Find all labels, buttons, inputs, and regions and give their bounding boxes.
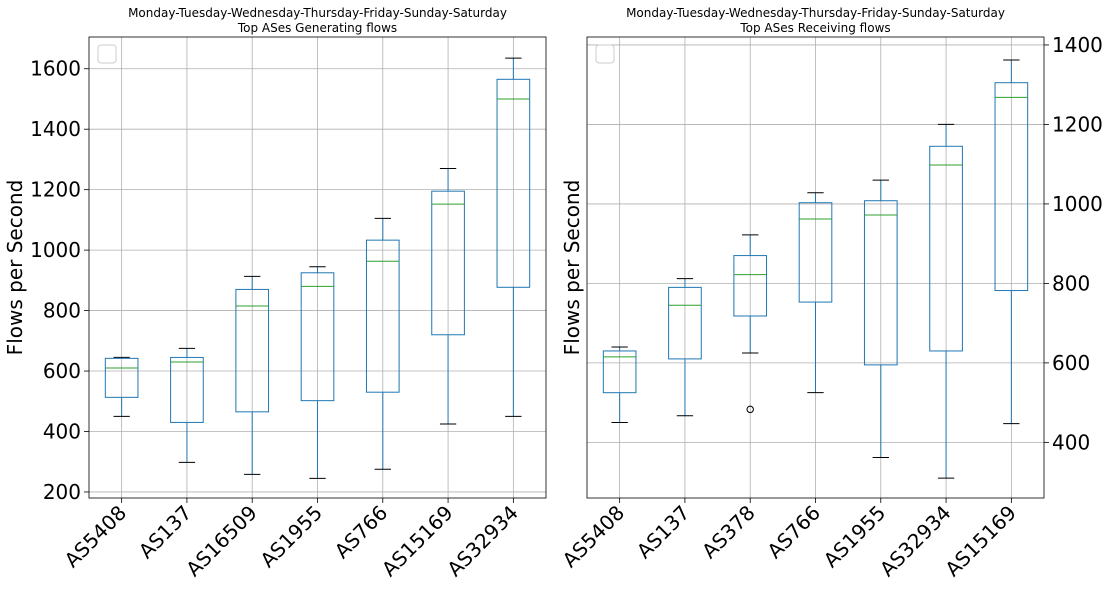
y-tick-label: 1000 (1052, 192, 1103, 216)
iqr-box (170, 356, 204, 423)
chart-subtitle: Top ASes Receiving flows (739, 21, 890, 35)
x-tick-label: AS137 (632, 501, 695, 564)
y-tick-label: 600 (43, 359, 81, 383)
iqr-box (798, 202, 833, 303)
y-tick-label: 1000 (30, 238, 81, 262)
boxplot-panel-2: Monday-Tuesday-Wednesday-Thursday-Friday… (558, 6, 1103, 581)
y-tick-label: 1200 (1052, 112, 1103, 136)
y-tick-label: 800 (43, 299, 81, 323)
x-tick-label: AS32934 (442, 501, 523, 582)
y-tick-label: 1600 (30, 57, 81, 81)
box-AS137 (668, 278, 702, 417)
x-tick-label: AS5408 (558, 501, 630, 573)
x-tick-label: AS16509 (181, 501, 262, 582)
iqr-box (496, 78, 531, 288)
x-tick-label: AS766 (330, 501, 393, 564)
box-AS137 (170, 347, 204, 463)
y-axis-label: Flows per Second (3, 180, 27, 356)
iqr-box (668, 286, 702, 360)
box-AS16509 (235, 275, 270, 475)
x-tick-label: AS137 (134, 501, 197, 564)
iqr-box (235, 288, 270, 413)
x-tick-label: AS15169 (940, 501, 1021, 582)
y-axis-label: Flows per Second (560, 180, 584, 356)
iqr-box (431, 190, 465, 336)
box-AS378 (733, 234, 768, 414)
iqr-box (365, 239, 400, 393)
x-tick-label: AS1955 (255, 501, 327, 573)
x-tick-label: AS766 (762, 501, 825, 564)
box-AS15169 (431, 167, 465, 425)
y-tick-label: 400 (1052, 430, 1090, 454)
box-AS766 (365, 217, 400, 470)
chart-title: Monday-Tuesday-Wednesday-Thursday-Friday… (128, 6, 507, 20)
box-AS5408 (602, 346, 637, 423)
box-AS5408 (104, 356, 139, 417)
iqr-box (863, 200, 898, 366)
box-AS766 (798, 192, 833, 394)
y-tick-label: 1200 (30, 178, 81, 202)
x-tick-label: AS32934 (875, 501, 956, 582)
iqr-box (104, 357, 139, 398)
box-AS1955 (863, 179, 898, 458)
legend-box (97, 44, 117, 64)
box-AS32934 (929, 123, 963, 479)
box-AS32934 (496, 57, 531, 417)
iqr-box (994, 82, 1029, 292)
y-tick-label: 400 (43, 419, 81, 443)
y-tick-label: 200 (43, 480, 81, 504)
x-tick-label: AS5408 (60, 501, 132, 573)
iqr-box (300, 272, 335, 402)
chart-subtitle: Top ASes Generating flows (237, 21, 397, 35)
box-AS1955 (300, 266, 335, 479)
legend-box (595, 44, 615, 64)
iqr-box (733, 255, 768, 317)
y-tick-label: 600 (1052, 351, 1090, 375)
boxplot-panel-1: Monday-Tuesday-Wednesday-Thursday-Friday… (3, 6, 547, 582)
iqr-box (602, 350, 637, 394)
chart-title: Monday-Tuesday-Wednesday-Thursday-Friday… (626, 6, 1005, 20)
x-tick-label: AS378 (697, 501, 760, 564)
box-AS15169 (994, 59, 1029, 425)
x-tick-label: AS15169 (377, 501, 458, 582)
outlier-point (746, 405, 754, 414)
y-tick-label: 1400 (1052, 33, 1103, 57)
y-tick-label: 800 (1052, 271, 1090, 295)
y-tick-label: 1400 (30, 117, 81, 141)
iqr-box (929, 145, 963, 352)
